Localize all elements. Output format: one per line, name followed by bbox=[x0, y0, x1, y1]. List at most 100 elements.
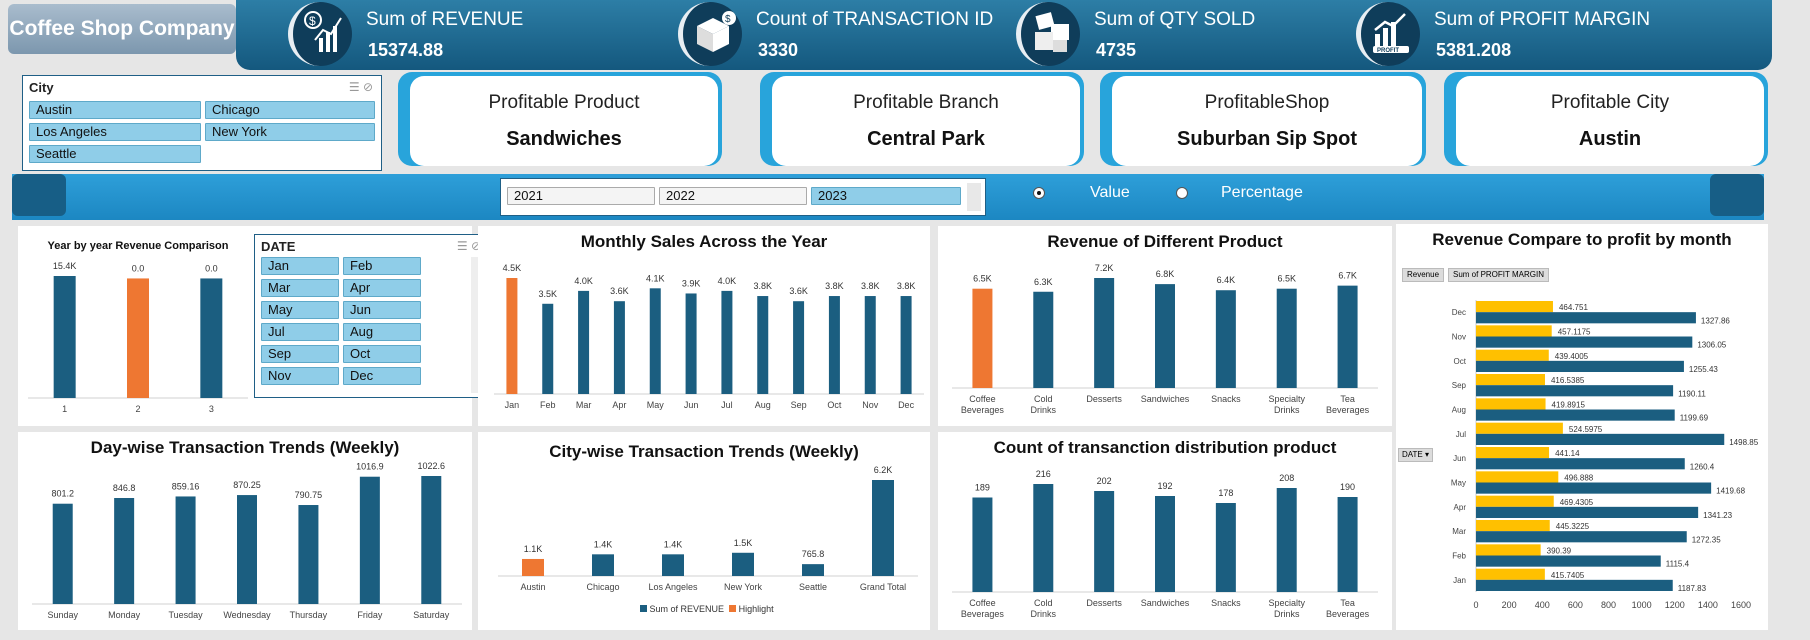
revenue-label: 1419.68 bbox=[1716, 487, 1745, 496]
profit-field-button[interactable]: Sum of PROFIT MARGIN bbox=[1448, 268, 1549, 282]
bar bbox=[506, 278, 518, 394]
date-chip-oct[interactable]: Oct bbox=[343, 345, 421, 363]
bar bbox=[237, 495, 257, 604]
tick-label: Beverages bbox=[961, 609, 1005, 619]
revenue-field-button[interactable]: Revenue bbox=[1402, 268, 1445, 282]
card-profitable-product: Profitable Product Sandwiches bbox=[398, 72, 722, 166]
data-label: 15.4K bbox=[53, 261, 77, 271]
percentage-radio-label[interactable]: Percentage bbox=[1221, 184, 1303, 201]
date-slicer-title: DATE bbox=[261, 239, 296, 254]
tick-label: Tea bbox=[1340, 598, 1355, 608]
multi-select-icon[interactable]: ☰ bbox=[348, 80, 360, 94]
data-label: 6.3K bbox=[1034, 277, 1053, 287]
date-chip-mar[interactable]: Mar bbox=[261, 279, 339, 297]
city-chip-new-york[interactable]: New York bbox=[205, 123, 375, 141]
tick-label: Wednesday bbox=[223, 610, 271, 620]
data-label: 192 bbox=[1157, 481, 1172, 491]
data-label: 1.4K bbox=[594, 539, 613, 549]
card-title: Profitable Branch bbox=[853, 92, 999, 113]
data-label: 3.8K bbox=[861, 281, 880, 291]
date-chip-feb[interactable]: Feb bbox=[343, 257, 421, 275]
bar bbox=[1215, 290, 1236, 388]
percentage-radio[interactable] bbox=[1176, 187, 1188, 199]
data-label: 765.8 bbox=[802, 549, 825, 559]
date-chip-may[interactable]: May bbox=[261, 301, 339, 319]
date-chip-aug[interactable]: Aug bbox=[343, 323, 421, 341]
profit-chart-icon: PROFIT bbox=[1356, 2, 1420, 66]
year-slicer-scrollbar[interactable] bbox=[967, 183, 981, 211]
date-filter-button[interactable]: DATE ▾ bbox=[1398, 448, 1433, 462]
data-label: 870.25 bbox=[233, 480, 261, 490]
bar bbox=[900, 296, 912, 394]
revenue-bar bbox=[1476, 458, 1685, 470]
data-label: 189 bbox=[975, 483, 990, 493]
kpi-profit-label: Sum of PROFIT MARGIN bbox=[1434, 9, 1651, 30]
tick-label: Snacks bbox=[1211, 598, 1241, 608]
city-chip-los-angeles[interactable]: Los Angeles bbox=[29, 123, 201, 141]
data-label: 3.9K bbox=[682, 278, 701, 288]
bar bbox=[972, 288, 993, 388]
tick-label: Apr bbox=[612, 400, 626, 410]
revenue-label: 1199.69 bbox=[1680, 414, 1709, 423]
date-chip-jun[interactable]: Jun bbox=[343, 301, 421, 319]
tick-label: Dec bbox=[898, 400, 915, 410]
date-chip-nov[interactable]: Nov bbox=[261, 367, 339, 385]
date-chip-apr[interactable]: Apr bbox=[343, 279, 421, 297]
value-radio[interactable] bbox=[1033, 187, 1045, 199]
tick-label: Chicago bbox=[586, 582, 619, 592]
date-chip-sep[interactable]: Sep bbox=[261, 345, 339, 363]
data-label: 6.4K bbox=[1217, 275, 1236, 285]
x-tick-label: 400 bbox=[1535, 600, 1550, 610]
date-chip-jul[interactable]: Jul bbox=[261, 323, 339, 341]
profit-bar bbox=[1476, 422, 1563, 434]
bar bbox=[685, 293, 697, 394]
data-label: 6.2K bbox=[874, 465, 893, 475]
x-tick-label: 1000 bbox=[1632, 600, 1652, 610]
profit-label: 445.3225 bbox=[1556, 522, 1590, 531]
legend-revenue-swatch bbox=[640, 605, 647, 612]
city-chip-seattle[interactable]: Seattle bbox=[29, 145, 201, 163]
date-chip-dec[interactable]: Dec bbox=[343, 367, 421, 385]
tick-label: Saturday bbox=[413, 610, 450, 620]
chart-title: Revenue of Different Product bbox=[1047, 232, 1283, 251]
tick-label: Specialty bbox=[1268, 394, 1305, 404]
year-chip-2023[interactable]: 2023 bbox=[811, 187, 961, 205]
profit-label: 496.888 bbox=[1564, 474, 1593, 483]
data-label: 0.0 bbox=[205, 263, 218, 273]
data-label: 1.5K bbox=[734, 538, 753, 548]
value-radio-label[interactable]: Value bbox=[1090, 184, 1130, 201]
city-slicer-title: City bbox=[29, 80, 54, 95]
profit-bar bbox=[1476, 301, 1553, 313]
clear-filter-icon[interactable]: ⊘ bbox=[470, 239, 481, 253]
year-chip-2022[interactable]: 2022 bbox=[659, 187, 807, 205]
x-tick-label: 0 bbox=[1473, 600, 1478, 610]
data-label: 216 bbox=[1036, 469, 1051, 479]
city-chip-chicago[interactable]: Chicago bbox=[205, 101, 375, 119]
revenue-bar bbox=[1476, 336, 1693, 348]
city-chip-austin[interactable]: Austin bbox=[29, 101, 201, 119]
profit-bar bbox=[1476, 568, 1545, 580]
chart-title: Revenue Compare to profit by month bbox=[1432, 230, 1732, 249]
tick-label: Desserts bbox=[1086, 394, 1122, 404]
tick-label: Specialty bbox=[1268, 598, 1305, 608]
card-title: Profitable City bbox=[1550, 92, 1670, 113]
multi-select-icon[interactable]: ☰ bbox=[456, 239, 468, 253]
tick-label: Sandwiches bbox=[1141, 598, 1190, 608]
x-tick-label: 1600 bbox=[1731, 600, 1751, 610]
revenue-bar bbox=[1476, 433, 1725, 445]
tick-label: Thursday bbox=[290, 610, 328, 620]
tick-label: Austin bbox=[520, 582, 545, 592]
data-label: 4.5K bbox=[503, 263, 522, 273]
bar bbox=[542, 303, 554, 394]
clear-filter-icon[interactable]: ⊘ bbox=[362, 80, 373, 94]
svg-text:PROFIT: PROFIT bbox=[1377, 48, 1399, 54]
year-chip-2021[interactable]: 2021 bbox=[507, 187, 655, 205]
boxes-icon bbox=[1016, 2, 1080, 66]
date-chip-jan[interactable]: Jan bbox=[261, 257, 339, 275]
panel-day-wise: Day-wise Transaction Trends (Weekly) 801… bbox=[18, 432, 472, 630]
card-value: Suburban Sip Spot bbox=[1177, 128, 1357, 150]
month-label: Mar bbox=[1452, 527, 1466, 536]
tick-label: 1 bbox=[62, 404, 67, 414]
tick-label: Grand Total bbox=[860, 582, 906, 592]
tick-label: May bbox=[647, 400, 665, 410]
